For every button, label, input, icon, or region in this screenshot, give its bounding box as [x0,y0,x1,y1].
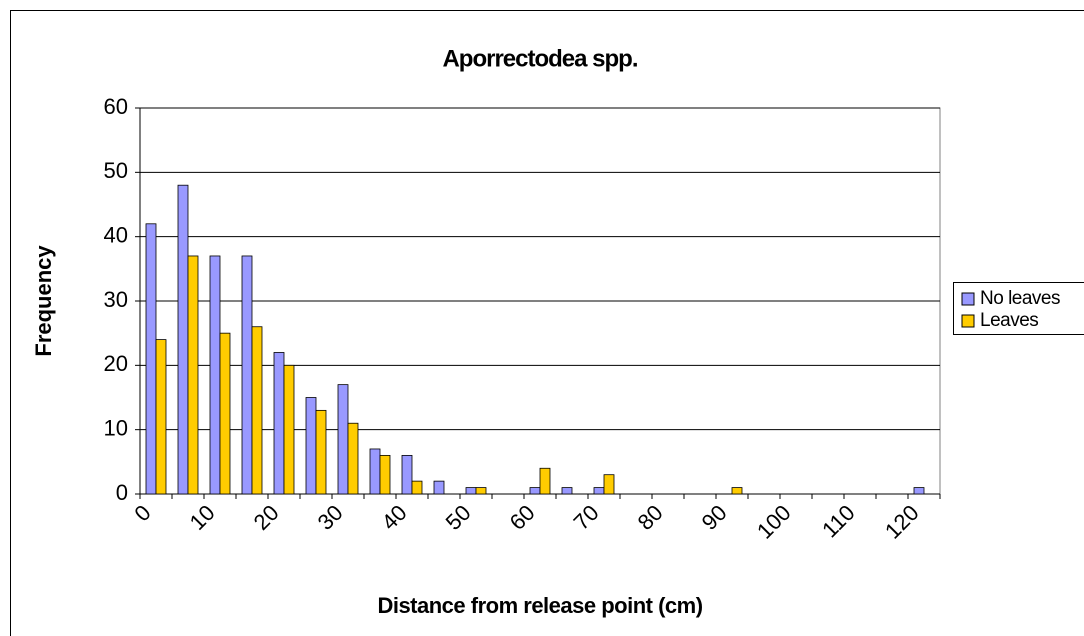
bar [283,364,295,495]
bar [913,487,925,495]
legend-swatch [961,314,975,328]
bar [219,332,231,495]
bar [539,467,551,495]
legend-label: Leaves [980,310,1038,331]
y-tick-label: 0 [116,480,128,505]
x-axis-label: Distance from release point (cm) [377,593,702,618]
y-tick-label: 30 [104,287,128,312]
bar [337,384,349,495]
bar [593,487,605,495]
y-tick-label: 10 [104,415,128,440]
bar [209,255,221,495]
y-tick-label: 60 [104,94,128,119]
bar [411,480,423,495]
bar [241,255,253,495]
y-tick-label: 50 [104,158,128,183]
bar [475,487,487,495]
bar [379,454,391,495]
bar [465,487,477,495]
bar [145,223,157,495]
legend-swatch [961,292,975,306]
bar [187,255,199,495]
bar [251,326,263,495]
y-tick-label: 40 [104,222,128,247]
bar [731,487,743,495]
bar [347,422,359,495]
bar [177,184,189,495]
bar [305,397,317,495]
bar [401,454,413,495]
bar [433,480,445,495]
bar [369,448,381,495]
bar [603,474,615,495]
y-axis-label: Frequency [31,245,56,357]
legend [953,282,1084,335]
bar [155,339,167,495]
y-tick-label: 20 [104,351,128,376]
bar [315,409,327,495]
bar [529,487,541,495]
bar [273,352,285,495]
bar [561,487,573,495]
chart-title: Aporrectodea spp. [442,45,637,72]
legend-label: No leaves [980,288,1060,309]
